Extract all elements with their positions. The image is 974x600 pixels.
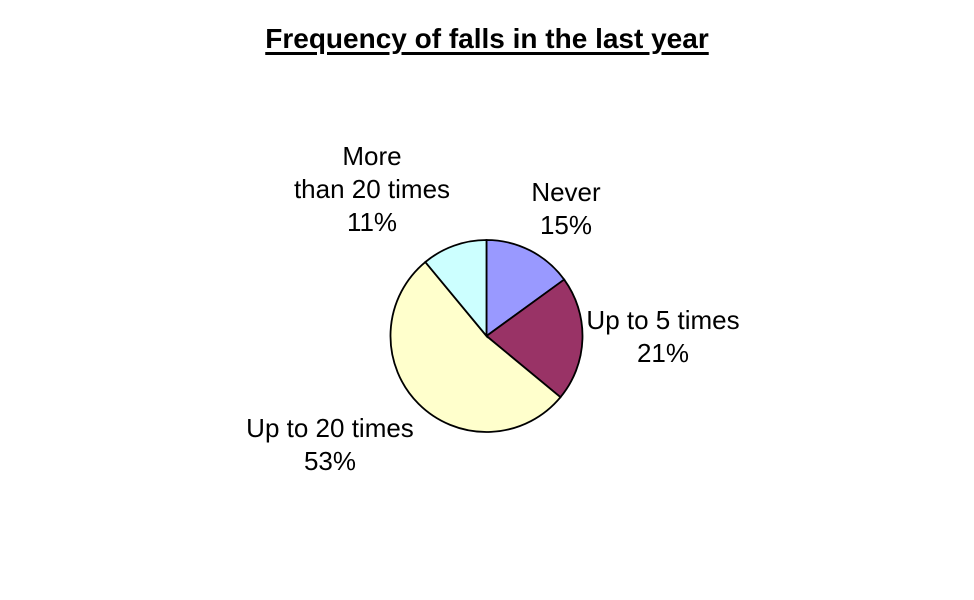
pie-slice-up-to-20-times (389, 260, 562, 433)
label-more-than-20-times: More than 20 times 11% (294, 140, 450, 239)
pie-slice-never (485, 239, 566, 338)
callout-percent: 53% (303, 446, 357, 476)
pie-slice-up-to-5-times (485, 278, 584, 399)
chart-title: Frequency of falls in the last year (265, 23, 709, 54)
callout-percent: 11% (346, 207, 398, 237)
label-never: Never 15% (531, 176, 600, 242)
callout-line: Never (531, 177, 601, 207)
callout-line: More (342, 141, 402, 171)
callout-line: Up to 20 times (246, 413, 414, 443)
label-up-to-20-times: Up to 20 times 53% (246, 412, 414, 478)
callout-percent: 15% (539, 210, 593, 240)
callout-percent: 21% (636, 338, 690, 368)
label-up-to-5-times: Up to 5 times 21% (586, 304, 739, 370)
pie-slice-more-than-20-times (424, 239, 488, 339)
callout-line: than 20 times (293, 174, 451, 204)
callout-line: Up to 5 times (586, 305, 740, 335)
